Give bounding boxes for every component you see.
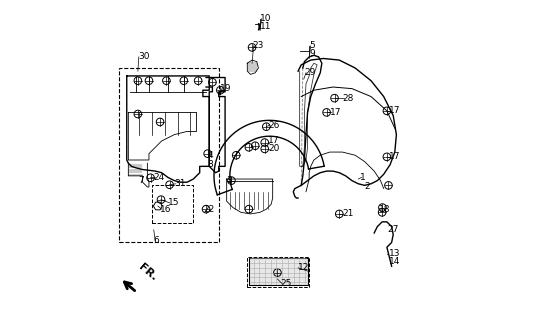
Text: 21: 21 <box>342 209 354 219</box>
Text: 28: 28 <box>342 94 354 103</box>
Text: 2: 2 <box>365 182 370 191</box>
Text: 29: 29 <box>305 68 316 77</box>
Text: 9: 9 <box>309 49 315 58</box>
Text: 4: 4 <box>208 151 213 160</box>
Text: 10: 10 <box>260 14 272 23</box>
Text: 19: 19 <box>220 84 232 93</box>
Text: FR.: FR. <box>136 262 158 283</box>
Text: 17: 17 <box>389 106 400 115</box>
Text: 3: 3 <box>227 176 232 185</box>
Text: 13: 13 <box>389 249 400 258</box>
Text: 23: 23 <box>252 41 264 50</box>
Text: 20: 20 <box>268 144 279 153</box>
Text: 31: 31 <box>174 179 186 188</box>
Text: 11: 11 <box>260 22 272 31</box>
Text: 7: 7 <box>138 176 143 185</box>
Text: 27: 27 <box>387 225 398 234</box>
Text: 6: 6 <box>154 236 160 245</box>
Text: 1: 1 <box>360 173 365 182</box>
Text: 26: 26 <box>268 121 279 130</box>
Text: 24: 24 <box>154 173 165 182</box>
Text: 22: 22 <box>203 205 214 214</box>
FancyBboxPatch shape <box>249 258 308 285</box>
Text: 17: 17 <box>330 108 341 117</box>
Text: 12: 12 <box>298 263 309 272</box>
Text: 14: 14 <box>389 257 400 266</box>
Text: 5: 5 <box>309 41 315 50</box>
Text: 15: 15 <box>168 198 179 207</box>
Text: 17: 17 <box>389 152 400 161</box>
Text: 17: 17 <box>268 136 279 146</box>
Text: 18: 18 <box>379 205 390 214</box>
Text: 25: 25 <box>281 279 292 288</box>
Text: 16: 16 <box>160 205 171 214</box>
Text: 30: 30 <box>138 52 149 61</box>
Text: 8: 8 <box>208 160 213 169</box>
